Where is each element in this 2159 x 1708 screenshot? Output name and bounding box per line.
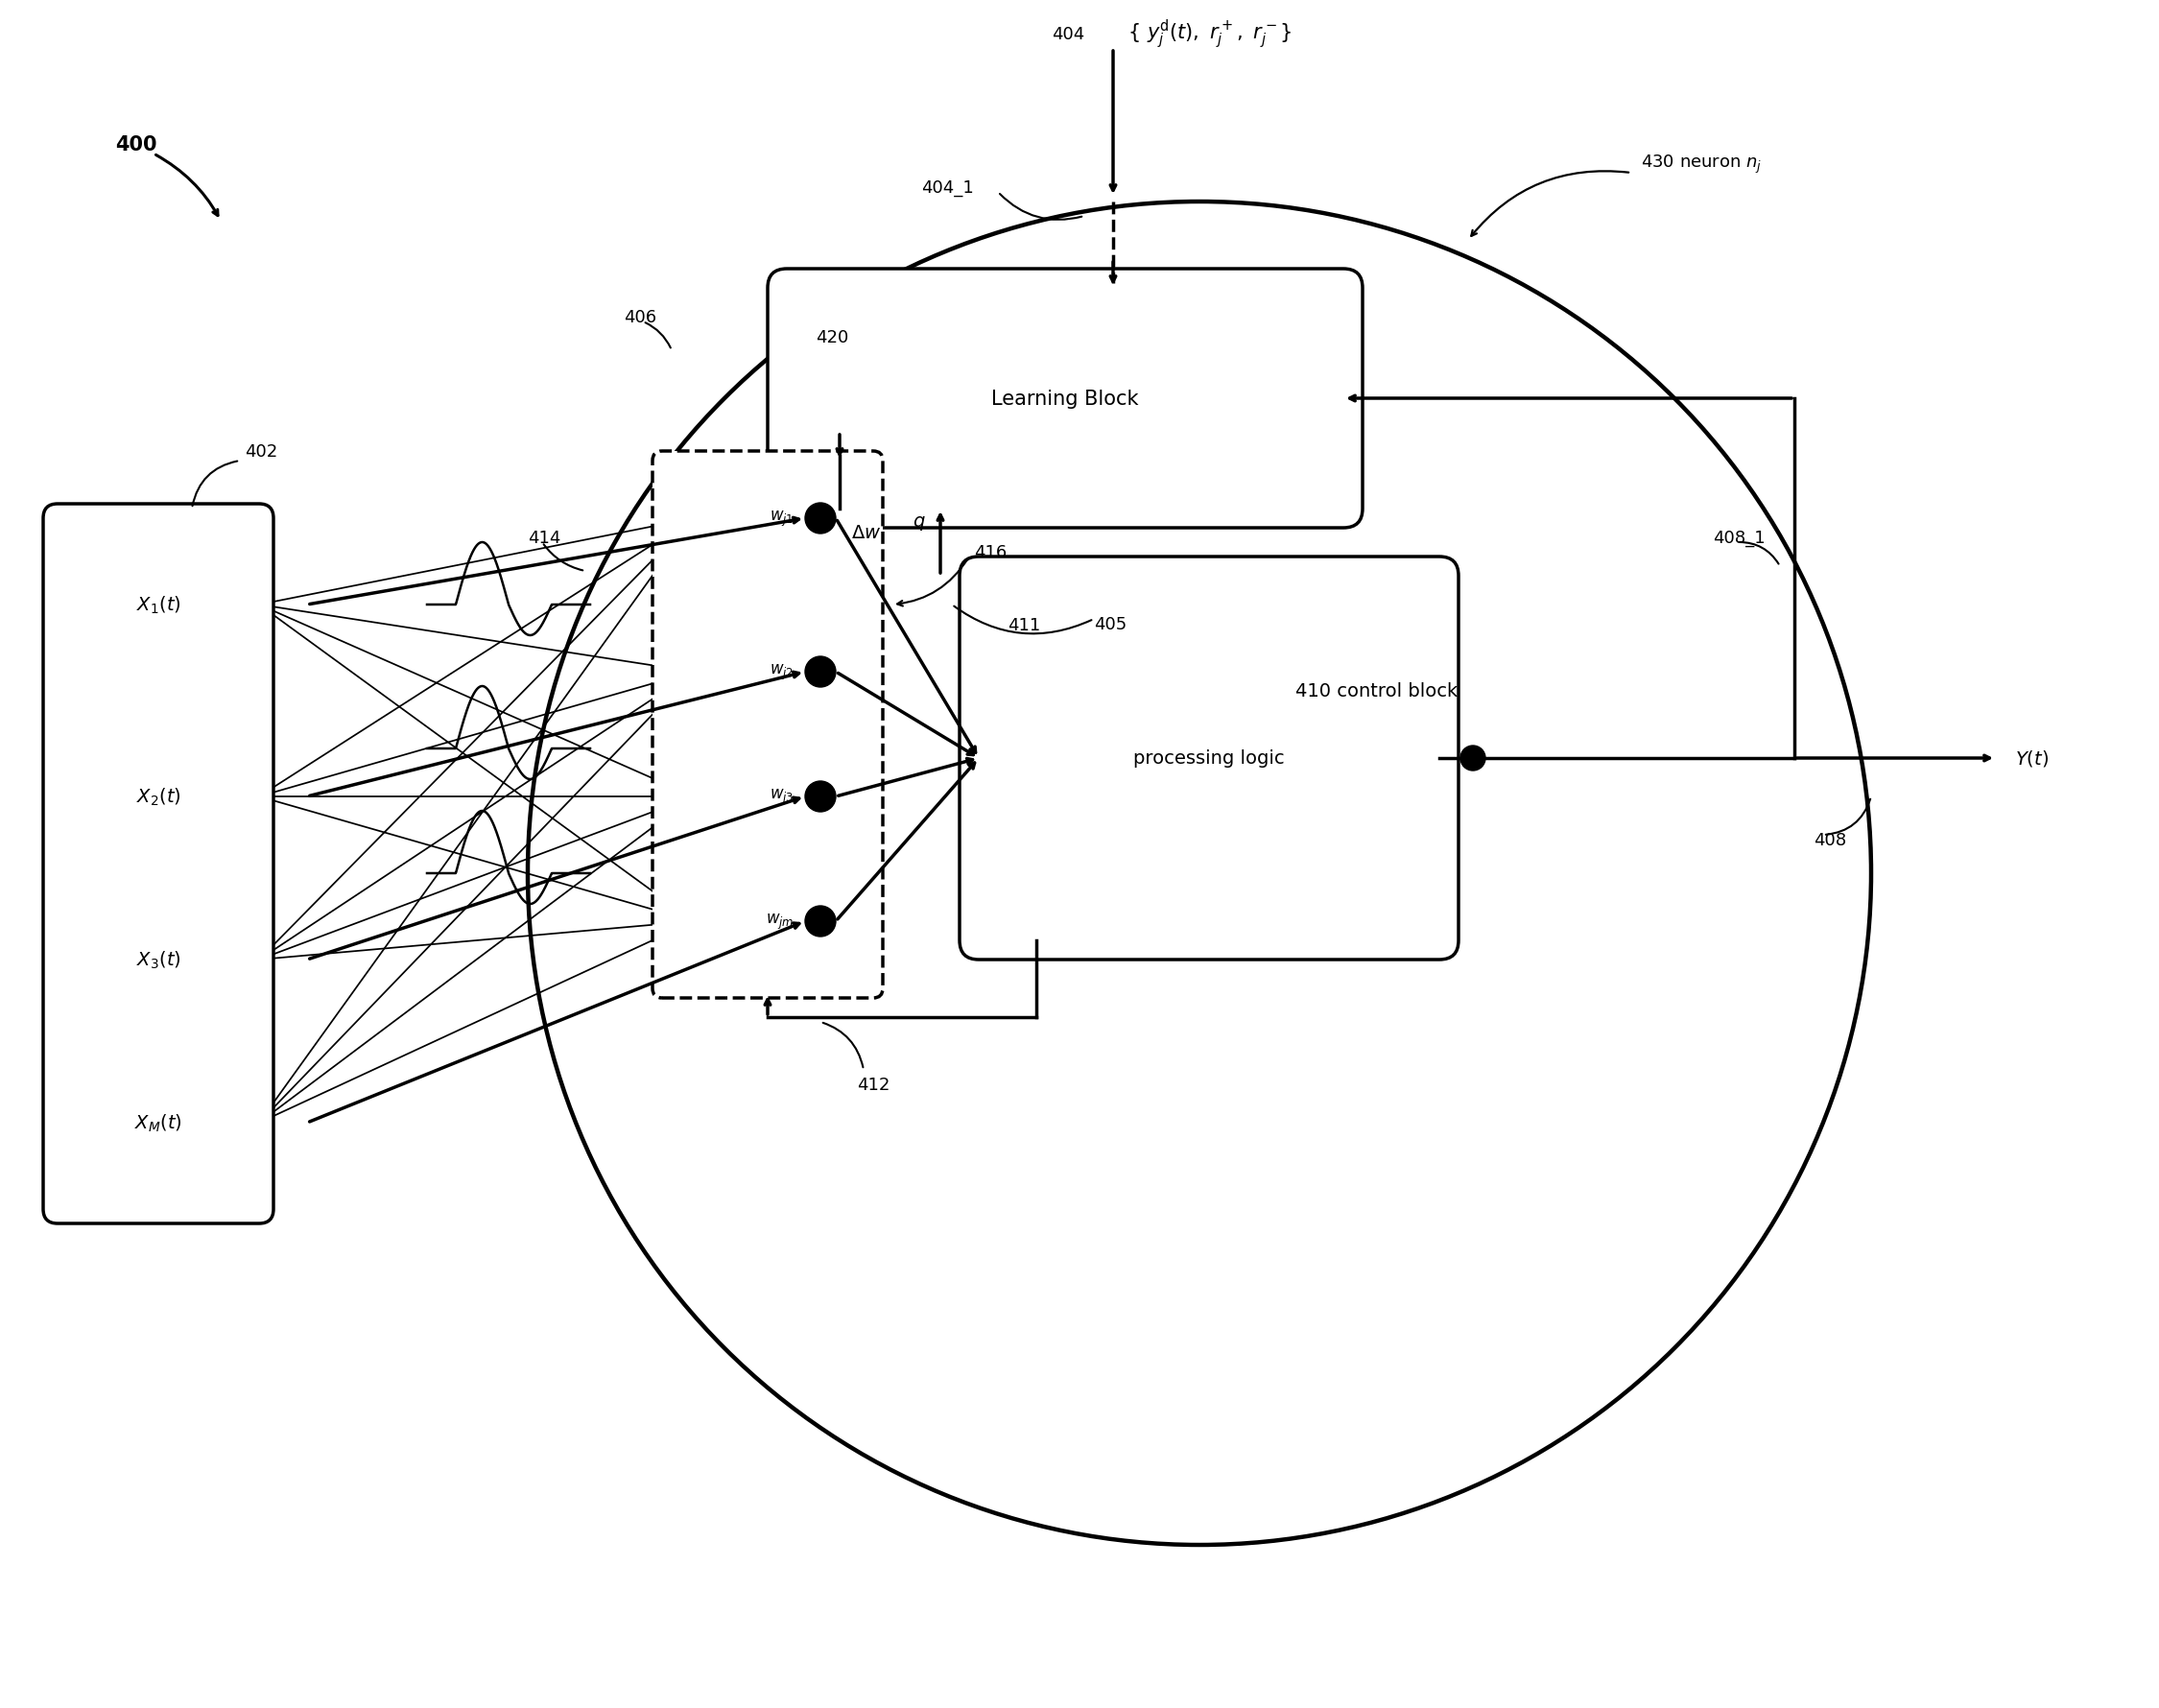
Circle shape (805, 658, 836, 688)
FancyBboxPatch shape (959, 557, 1459, 960)
Circle shape (805, 907, 836, 938)
Text: 402: 402 (244, 442, 279, 461)
Text: 408_1: 408_1 (1712, 529, 1766, 547)
Text: $X_M(t)$: $X_M(t)$ (134, 1112, 181, 1134)
Text: $\Delta w$: $\Delta w$ (851, 524, 881, 541)
Text: 404: 404 (1051, 26, 1084, 43)
Text: 420: 420 (816, 330, 848, 347)
Text: $w_{j3}$: $w_{j3}$ (769, 787, 795, 806)
Circle shape (805, 782, 836, 813)
Text: 411: 411 (1008, 617, 1041, 634)
Circle shape (1459, 746, 1485, 770)
Text: 400: 400 (114, 135, 158, 154)
Text: 410 control block: 410 control block (1295, 681, 1457, 700)
Text: Learning Block: Learning Block (991, 389, 1138, 408)
Text: $w_{j1}$: $w_{j1}$ (769, 509, 795, 528)
Text: $Y(t)$: $Y(t)$ (2014, 748, 2049, 769)
Text: 406: 406 (624, 309, 656, 326)
FancyBboxPatch shape (652, 451, 883, 999)
Text: $w_{j2}$: $w_{j2}$ (769, 663, 795, 681)
Text: $X_1(t)$: $X_1(t)$ (136, 594, 181, 617)
Text: 430 neuron $n_j$: 430 neuron $n_j$ (1641, 154, 1762, 176)
Text: 408: 408 (1814, 832, 1846, 849)
Text: 412: 412 (857, 1076, 890, 1093)
Text: processing logic: processing logic (1133, 750, 1285, 767)
Text: $w_{jm}$: $w_{jm}$ (766, 912, 795, 931)
Text: $X_2(t)$: $X_2(t)$ (136, 786, 181, 808)
Text: 405: 405 (1095, 615, 1127, 634)
FancyBboxPatch shape (43, 504, 274, 1223)
Text: 414: 414 (527, 529, 561, 547)
Text: $\{\ y^{\rm d}_j(t),\ r_j^+,\ r_j^-\}$: $\{\ y^{\rm d}_j(t),\ r_j^+,\ r_j^-\}$ (1127, 19, 1291, 51)
Text: $q$: $q$ (913, 514, 926, 533)
Text: $X_3(t)$: $X_3(t)$ (136, 950, 181, 970)
Circle shape (805, 504, 836, 535)
Text: 416: 416 (974, 543, 1006, 560)
Text: 404_1: 404_1 (922, 179, 974, 196)
FancyBboxPatch shape (769, 270, 1362, 528)
